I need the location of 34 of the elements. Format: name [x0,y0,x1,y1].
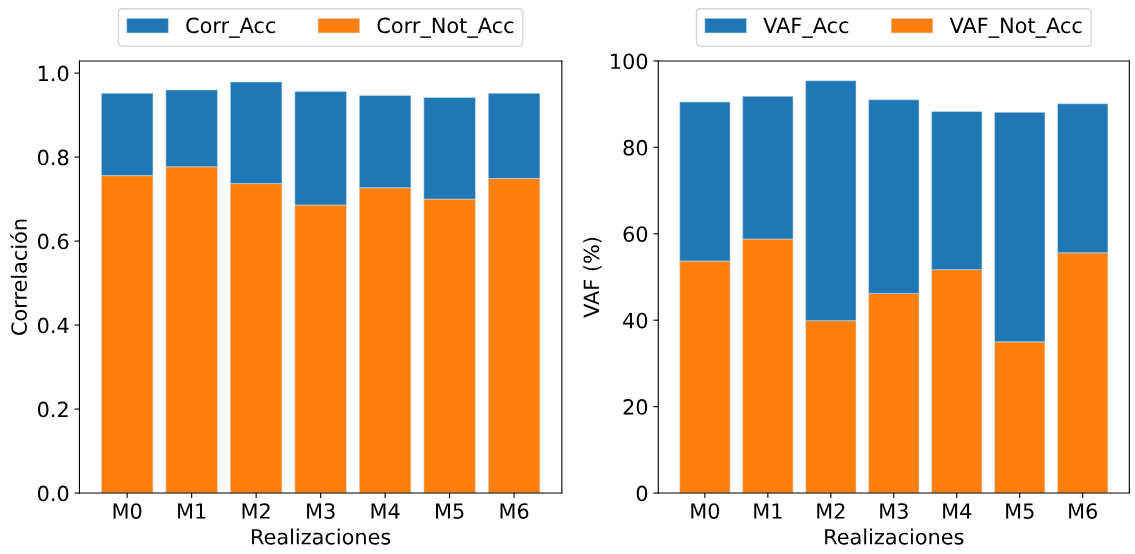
y-tick-label: 0 [636,485,648,502]
x-tick-label: M3 [880,503,908,519]
x-axis-title: Realizaciones [252,528,391,545]
x-tick-label: M0 [113,503,142,519]
y-axis-title: VAF (%) [583,237,602,318]
legend-label: VAF_Acc [763,17,849,38]
y-tick-label: 20 [623,399,648,415]
x-tick-label: M1 [754,503,782,519]
y-tick-label: 0.6 [37,233,69,250]
x-tick-label: M5 [436,503,464,519]
y-tick-label: 0.4 [37,317,69,334]
y-tick-label: 80 [623,139,648,156]
y-tick-label: 0.0 [37,485,69,502]
x-axis-title: Realizaciones [825,528,964,545]
x-tick-label: M3 [307,503,335,519]
y-tick-label: 60 [623,226,648,242]
legend-label: Corr_Not_Acc [377,17,514,38]
x-tick-label: M4 [371,503,400,519]
y-tick-label: 40 [623,312,648,329]
x-tick-label: M1 [178,503,206,519]
x-tick-label: M2 [817,503,845,519]
y-tick-label: 0.8 [37,149,69,166]
legend-label: VAF_Not_Acc [949,17,1082,38]
y-tick-label: 100 [611,53,648,70]
x-tick-label: M4 [943,503,972,519]
x-tick-label: M6 [1069,503,1098,519]
y-axis-title: Correlación [10,219,27,335]
y-tick-label: 0.2 [37,401,68,418]
x-tick-label: M0 [691,503,720,519]
legend-label: Corr_Acc [186,17,276,38]
y-tick-label: 1.0 [38,65,69,82]
x-tick-label: M5 [1006,503,1034,519]
x-tick-label: M6 [500,503,529,519]
x-tick-label: M2 [242,503,270,519]
